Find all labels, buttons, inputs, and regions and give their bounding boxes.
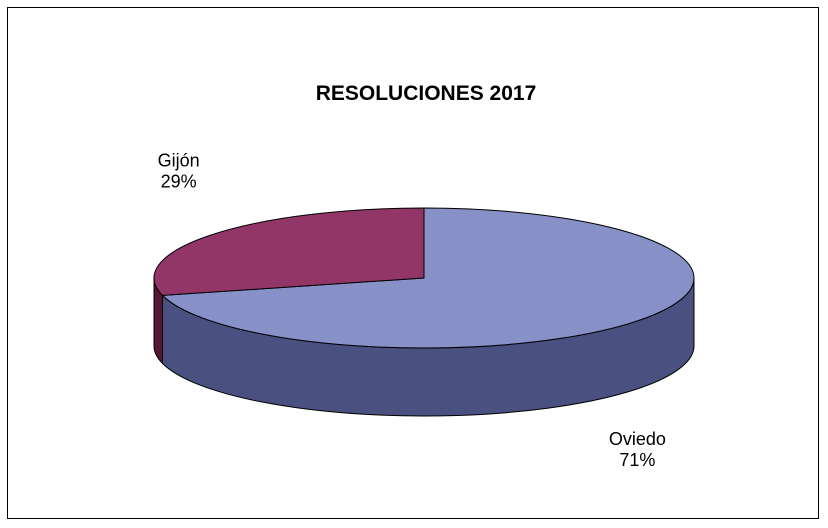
slice-pct-oviedo: 71% <box>619 450 655 470</box>
pie-slice-gijon <box>153 207 425 296</box>
slice-label-gijon: Gijón <box>158 151 200 171</box>
slice-label-oviedo: Oviedo <box>609 429 666 449</box>
slice-pct-gijon: 29% <box>161 172 197 192</box>
pie-slice-oviedo <box>161 207 695 349</box>
pie-tops <box>153 207 695 349</box>
chart-title: RESOLUCIONES 2017 <box>316 82 537 105</box>
